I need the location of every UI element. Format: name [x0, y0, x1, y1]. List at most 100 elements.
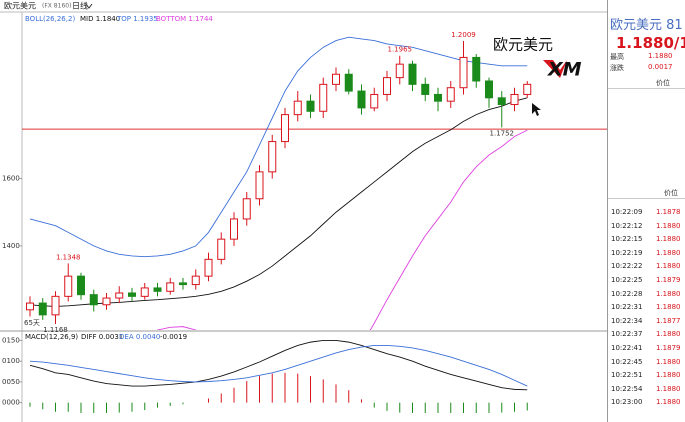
- trade-header: 价位: [664, 189, 678, 197]
- candle-body: [344, 73, 353, 92]
- candle-body: [102, 297, 111, 306]
- row-label: 最高: [610, 53, 624, 61]
- y-tick-label: 0150: [2, 336, 20, 344]
- trade-row: 10:22:51 1.1880: [611, 371, 685, 385]
- candle-body: [268, 141, 277, 173]
- candle-body: [51, 295, 60, 316]
- quote-price: 1.1880/1: [616, 34, 685, 52]
- trade-price: 1.1880: [656, 398, 681, 407]
- trade-price: 1.1880: [656, 235, 681, 244]
- quote-name: 欧元美元: [610, 18, 663, 33]
- trade-row: 10:22:31 1.1880: [611, 303, 685, 317]
- candle-body: [446, 87, 455, 102]
- trade-price: 1.1880: [656, 262, 681, 271]
- trade-row: 10:22:41 1.1879: [611, 344, 685, 358]
- trade-price: 1.1878: [656, 208, 681, 216]
- candle-body: [179, 282, 187, 286]
- candle-body: [140, 287, 149, 297]
- trade-row: 10:22:28 1.1880: [611, 290, 685, 304]
- candle-body: [281, 114, 289, 143]
- trade-price: 1.1880: [656, 330, 681, 339]
- trade-time: 10:22:41: [611, 344, 643, 352]
- candle-body: [64, 275, 73, 297]
- macd-plot: [29, 340, 528, 413]
- days-label: 65天: [24, 319, 40, 327]
- candle-body: [230, 218, 238, 240]
- candle-body: [510, 93, 519, 106]
- divider: [608, 88, 685, 89]
- candle-body: [408, 63, 417, 85]
- candle-body: [115, 292, 124, 299]
- trade-row: 10:22:12 1.1880: [611, 222, 685, 236]
- candle-body: [370, 93, 379, 109]
- row-value: 0.0017: [648, 63, 673, 71]
- y-tick-label: 0050: [2, 378, 20, 386]
- trade-price: 1.1880: [656, 303, 681, 312]
- low-label: 1.1752: [490, 129, 515, 137]
- high-label: 1.1348: [56, 253, 81, 261]
- y-tick-label: 0000: [2, 399, 20, 407]
- candle-body: [77, 275, 85, 296]
- y-tick-label: 1400: [2, 242, 20, 250]
- candle-body: [434, 93, 442, 102]
- trade-time: 10:22:09: [611, 208, 643, 216]
- diff-line: [29, 340, 528, 391]
- cursor: [532, 103, 541, 116]
- dropdown-arrow[interactable]: [85, 3, 93, 9]
- trade-time: 10:22:31: [611, 303, 643, 312]
- trade-price: 1.1880: [656, 384, 681, 393]
- candle-body: [217, 238, 226, 260]
- trade-row: 10:22:45 1.1880: [611, 358, 685, 372]
- price-header: 价位: [656, 79, 670, 87]
- candle-body: [485, 80, 493, 99]
- trade-row: 10:22:15 1.1880: [611, 235, 685, 249]
- trade-row: 10:22:25 1.1879: [611, 276, 685, 290]
- row-label: 涨跌: [610, 64, 624, 72]
- period-select[interactable]: 日线: [72, 1, 88, 11]
- boll-line: [29, 97, 528, 307]
- candle-body: [523, 83, 532, 95]
- row-value: 1.1880: [648, 52, 673, 60]
- watermark: 欧元美元: [493, 36, 553, 54]
- trade-row: 10:22:19 1.1880: [611, 249, 685, 263]
- background: [0, 0, 607, 422]
- quote-panel: 欧元美元 81 1.1880/1 最高 1.1880 涨跌 0.0017 价位 价位 …: [607, 0, 685, 422]
- quote-code: 81: [666, 18, 683, 33]
- trade-time: 10:22:28: [611, 289, 643, 298]
- candle-body: [89, 294, 98, 306]
- candle-body: [128, 292, 136, 297]
- macd-value: -0.0019: [160, 333, 187, 341]
- boll-legend: BOLL(26,26,2): [25, 15, 75, 23]
- high-label: 1.1965: [388, 46, 413, 54]
- trade-row: 10:22:54 1.1880: [611, 385, 685, 399]
- candle-body: [497, 97, 506, 106]
- candle-body: [383, 77, 391, 95]
- macd-dea: DEA 0.0040: [119, 333, 160, 341]
- macd-legend: MACD(12,26,9): [25, 333, 78, 341]
- candle-body: [319, 83, 328, 112]
- symbol-code: (FX 8160): [42, 3, 71, 10]
- trade-row: 10:23:00 1.1880: [611, 398, 685, 412]
- trade-price: 1.1879: [656, 276, 681, 284]
- candle-body: [255, 171, 264, 200]
- trade-time: 10:22:19: [611, 248, 643, 257]
- macd-diff: DIFF 0.0031: [81, 333, 123, 341]
- trade-row: 10:22:22 1.1880: [611, 262, 685, 276]
- boll-bottom: BOTTOM 1.1744: [156, 15, 213, 23]
- candle-body: [459, 56, 468, 89]
- candle-body: [26, 302, 34, 311]
- dea-line: [29, 344, 528, 387]
- trade-price: 1.1880: [656, 248, 681, 257]
- low-label: 1.1168: [43, 326, 68, 334]
- y-tick-label: 0100: [2, 357, 20, 365]
- trade-time: 10:22:34: [611, 316, 643, 325]
- trade-time: 10:22:25: [611, 276, 643, 284]
- high-label: 1.2009: [451, 31, 476, 39]
- candle-body: [191, 275, 200, 286]
- candle-body: [306, 100, 315, 112]
- candle-body: [395, 63, 404, 79]
- candle-body: [472, 56, 481, 82]
- boll-line: [156, 129, 528, 330]
- trade-row: 10:22:09 1.1878: [611, 208, 685, 222]
